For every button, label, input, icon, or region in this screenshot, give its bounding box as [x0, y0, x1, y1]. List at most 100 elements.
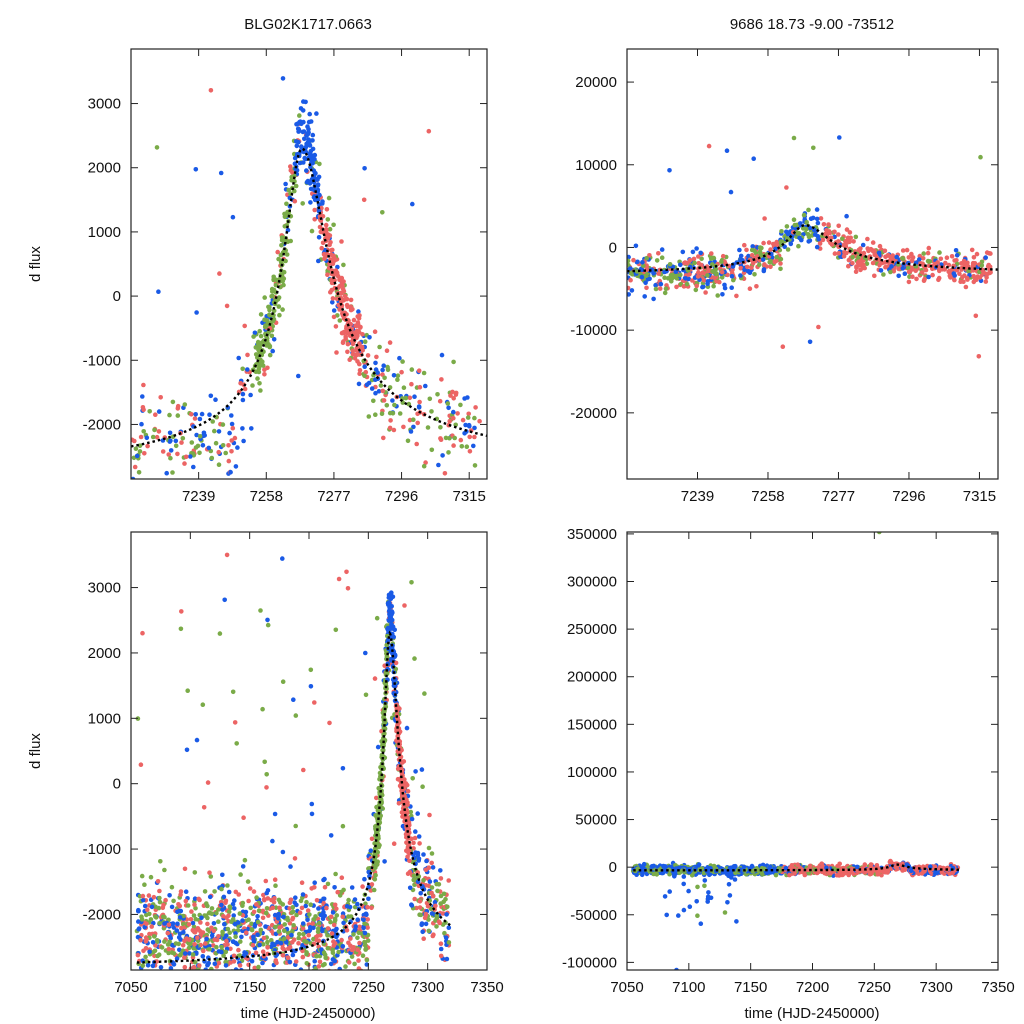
data-point-blue — [472, 425, 477, 431]
data-point-blue — [315, 183, 321, 188]
data-point-green — [219, 944, 224, 950]
data-point-red — [168, 979, 173, 984]
data-point-blue — [814, 207, 820, 212]
data-point-blue — [738, 258, 743, 263]
data-point-red — [262, 372, 267, 377]
data-point-blue — [230, 901, 236, 907]
data-point-green — [260, 706, 265, 712]
data-point-blue — [362, 364, 368, 370]
data-point-red — [761, 240, 766, 246]
data-point-green — [434, 913, 440, 918]
data-point-blue — [330, 300, 335, 305]
data-point-red — [460, 417, 466, 423]
data-point-blue — [810, 215, 816, 221]
data-point-green — [340, 823, 346, 829]
x-tick-label: 7100 — [174, 979, 207, 996]
data-point-red — [230, 425, 236, 431]
data-point-green — [804, 220, 809, 225]
data-point-blue — [229, 421, 235, 427]
data-point-green — [309, 228, 315, 234]
y-tick-label: 3000 — [88, 580, 121, 597]
data-point-red — [762, 216, 767, 221]
data-point-blue — [983, 255, 988, 260]
data-point-green — [446, 450, 451, 455]
data-point-red — [762, 262, 767, 267]
data-point-red — [325, 272, 330, 278]
data-point-green — [249, 927, 255, 933]
data-point-red — [836, 251, 842, 256]
data-point-red — [451, 415, 456, 421]
data-point-blue — [223, 963, 229, 968]
data-point-red — [696, 270, 701, 276]
data-point-blue — [627, 254, 631, 260]
data-point-blue — [222, 597, 227, 603]
data-point-blue — [314, 111, 319, 116]
data-point-red — [348, 321, 354, 327]
data-point-green — [792, 222, 798, 228]
data-point-blue — [782, 244, 787, 249]
data-point-blue — [145, 963, 151, 968]
data-point-red — [285, 976, 290, 981]
data-point-green — [227, 493, 232, 498]
data-point-green — [979, 263, 985, 268]
data-point-red — [341, 279, 346, 284]
data-point-red — [857, 263, 862, 268]
data-point-red — [348, 304, 354, 310]
data-point-blue — [235, 445, 240, 450]
data-point-blue — [412, 394, 417, 400]
data-point-red — [142, 451, 147, 456]
data-point-red — [339, 330, 345, 336]
data-point-green — [715, 293, 720, 298]
data-point-blue — [362, 876, 367, 882]
data-point-red — [287, 944, 293, 950]
panel-title: BLG02K1717.0663 — [244, 16, 372, 33]
x-tick-label: 7296 — [892, 488, 925, 505]
data-point-green — [774, 254, 780, 260]
y-tick-label: -1000 — [83, 352, 121, 369]
data-point-blue — [199, 411, 205, 417]
data-point-green — [216, 907, 221, 912]
data-point-blue — [232, 906, 237, 911]
y-tick-label: 0 — [113, 288, 121, 305]
data-point-red — [359, 344, 365, 350]
data-point-green — [435, 392, 440, 397]
data-point-blue — [408, 429, 414, 434]
data-point-green — [271, 308, 277, 314]
data-point-blue — [367, 335, 372, 340]
data-point-red — [974, 251, 980, 257]
data-point-red — [245, 352, 250, 358]
data-point-red — [224, 303, 230, 309]
data-point-green — [684, 281, 690, 287]
data-point-red — [192, 416, 198, 421]
y-tick-label: 0 — [113, 776, 121, 793]
data-point-blue — [144, 435, 150, 441]
data-point-blue — [375, 744, 381, 750]
data-points — [134, 552, 452, 984]
data-point-blue — [134, 453, 140, 459]
data-point-blue — [221, 894, 227, 900]
data-point-red — [158, 482, 163, 487]
data-point-red — [299, 971, 304, 976]
data-point-green — [443, 435, 449, 441]
data-point-red — [160, 449, 166, 454]
data-point-blue — [729, 285, 734, 291]
data-point-red — [365, 925, 370, 930]
data-point-green — [366, 414, 372, 419]
data-point-blue — [366, 380, 372, 386]
data-point-red — [357, 940, 362, 946]
data-point-red — [179, 925, 184, 931]
data-point-green — [140, 963, 146, 968]
data-point-green — [280, 679, 286, 684]
data-point-blue — [169, 904, 175, 910]
data-point-red — [926, 245, 932, 251]
data-point-green — [711, 283, 716, 289]
data-point-green — [757, 262, 762, 268]
data-point-red — [907, 269, 913, 274]
data-point-red — [133, 491, 138, 496]
data-point-red — [844, 227, 850, 232]
data-point-red — [290, 917, 295, 922]
data-point-red — [355, 359, 360, 364]
data-point-blue — [634, 872, 639, 877]
data-point-blue — [375, 370, 380, 375]
data-point-red — [451, 443, 456, 448]
